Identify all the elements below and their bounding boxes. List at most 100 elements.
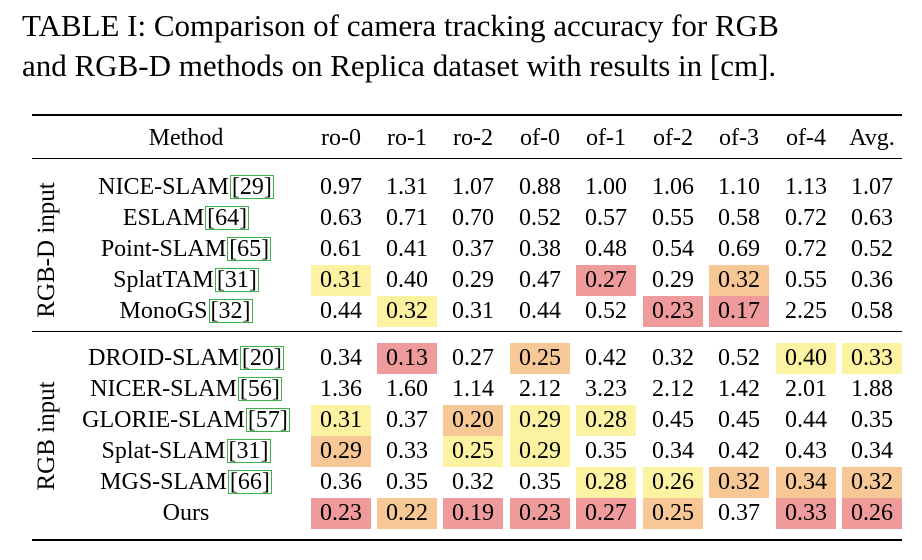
table-group-rule xyxy=(32,331,902,332)
citation-link[interactable]: [56] xyxy=(237,376,282,402)
table-cell: 0.61 xyxy=(320,236,362,262)
table-cell: 0.44 xyxy=(519,298,561,324)
table-cell: 1.88 xyxy=(851,376,893,402)
table-cell: 0.44 xyxy=(785,407,827,433)
method-label: SplatTAM xyxy=(113,267,214,293)
method-label: GLORIE-SLAM xyxy=(82,407,245,433)
column-header: ro-0 xyxy=(321,125,361,151)
table-cell: 0.31 xyxy=(311,265,371,296)
table-cell: 0.36 xyxy=(320,469,362,495)
table-cell: 0.37 xyxy=(718,500,760,526)
table-cell: 0.28 xyxy=(576,405,636,436)
table-header-rule xyxy=(32,158,902,159)
column-header: of-0 xyxy=(520,125,560,151)
table-cell: 0.52 xyxy=(718,345,760,371)
table-cell: 0.26 xyxy=(643,467,703,498)
table-cell: 1.13 xyxy=(785,174,827,200)
table-cell: 0.52 xyxy=(851,236,893,262)
group-label: RGB-D input xyxy=(33,181,60,318)
table-cell: 0.38 xyxy=(519,236,561,262)
table-cell: 1.06 xyxy=(652,174,694,200)
table-cell: 0.28 xyxy=(576,467,636,498)
table-cell: 0.40 xyxy=(386,267,428,293)
table-cell: 0.63 xyxy=(320,205,362,231)
column-header: of-1 xyxy=(586,125,626,151)
table-cell: 0.35 xyxy=(386,469,428,495)
table-cell: 1.42 xyxy=(718,376,760,402)
table-cell: 0.37 xyxy=(452,236,494,262)
table-cell: 0.57 xyxy=(585,205,627,231)
citation-link[interactable]: [57] xyxy=(245,407,290,433)
table-cell: 2.12 xyxy=(519,376,561,402)
table-cell: 0.29 xyxy=(311,436,371,467)
citation-link[interactable]: [29] xyxy=(229,174,274,200)
table-cell: 0.32 xyxy=(452,469,494,495)
table-cell: 0.25 xyxy=(643,498,703,529)
table-cell: 0.32 xyxy=(377,296,437,327)
table-cell: 1.07 xyxy=(452,174,494,200)
table-cell: 0.13 xyxy=(377,343,437,374)
table-cell: 0.52 xyxy=(585,298,627,324)
table-cell: 0.37 xyxy=(386,407,428,433)
table-cell: 0.17 xyxy=(709,296,769,327)
citation-link[interactable]: [31] xyxy=(214,267,259,293)
column-header: ro-1 xyxy=(387,125,427,151)
method-header: Method xyxy=(148,125,224,151)
table-cell: 0.70 xyxy=(452,205,494,231)
method-name: DROID-SLAM [20] xyxy=(66,343,306,374)
method-label: NICE-SLAM xyxy=(98,174,229,200)
citation-link[interactable]: [64] xyxy=(205,205,250,231)
table-cell: 2.25 xyxy=(785,298,827,324)
table-cell: 1.60 xyxy=(386,376,428,402)
method-label: Point-SLAM xyxy=(100,236,227,262)
table-cell: 2.12 xyxy=(652,376,694,402)
table-cell: 1.07 xyxy=(851,174,893,200)
table-cell: 0.20 xyxy=(443,405,503,436)
table-cell: 0.40 xyxy=(776,343,836,374)
table-cell: 0.45 xyxy=(652,407,694,433)
method-name: ESLAM [64] xyxy=(66,203,306,234)
column-header: ro-2 xyxy=(453,125,493,151)
method-name: Ours xyxy=(66,498,306,529)
table-cell: 0.42 xyxy=(718,438,760,464)
method-name: NICE-SLAM [29] xyxy=(66,172,306,203)
table-cell: 0.52 xyxy=(519,205,561,231)
table-cell: 3.23 xyxy=(585,376,627,402)
table-top-rule xyxy=(32,114,902,116)
group-label: RGB input xyxy=(33,381,60,491)
method-label: Ours xyxy=(162,500,210,526)
citation-link[interactable]: [20] xyxy=(239,345,284,371)
table-cell: 0.27 xyxy=(576,265,636,296)
method-name: SplatTAM [31] xyxy=(66,265,306,296)
citation-link[interactable]: [66] xyxy=(227,469,272,495)
table-cell: 0.26 xyxy=(842,498,902,529)
table-cell: 0.88 xyxy=(519,174,561,200)
table-cell: 0.45 xyxy=(718,407,760,433)
table-cell: 0.22 xyxy=(377,498,437,529)
table-cell: 0.48 xyxy=(585,236,627,262)
table-cell: 0.33 xyxy=(842,343,902,374)
table-cell: 0.29 xyxy=(452,267,494,293)
method-name: MonoGS [32] xyxy=(66,296,306,327)
table-cell: 0.47 xyxy=(519,267,561,293)
table-cell: 0.33 xyxy=(386,438,428,464)
table-cell: 0.29 xyxy=(510,405,570,436)
citation-link[interactable]: [31] xyxy=(226,438,271,464)
table-cell: 0.54 xyxy=(652,236,694,262)
table-cell: 0.58 xyxy=(718,205,760,231)
caption-line-1: TABLE I: Comparison of camera tracking a… xyxy=(22,8,779,43)
table-cell: 0.35 xyxy=(519,469,561,495)
table-cell: 0.58 xyxy=(851,298,893,324)
citation-link[interactable]: [65] xyxy=(227,236,272,262)
table-cell: 0.29 xyxy=(510,436,570,467)
caption-line-2: and RGB-D methods on Replica dataset wit… xyxy=(22,48,777,83)
table-cell: 0.35 xyxy=(585,438,627,464)
table-cell: 0.23 xyxy=(510,498,570,529)
table-caption: TABLE I: Comparison of camera tracking a… xyxy=(22,6,902,86)
method-name: NICER-SLAM [56] xyxy=(66,374,306,405)
method-label: DROID-SLAM xyxy=(88,345,239,371)
table-cell: 0.63 xyxy=(851,205,893,231)
column-header: Avg. xyxy=(849,125,895,151)
citation-link[interactable]: [32] xyxy=(208,298,253,324)
table-bottom-rule xyxy=(32,539,902,541)
